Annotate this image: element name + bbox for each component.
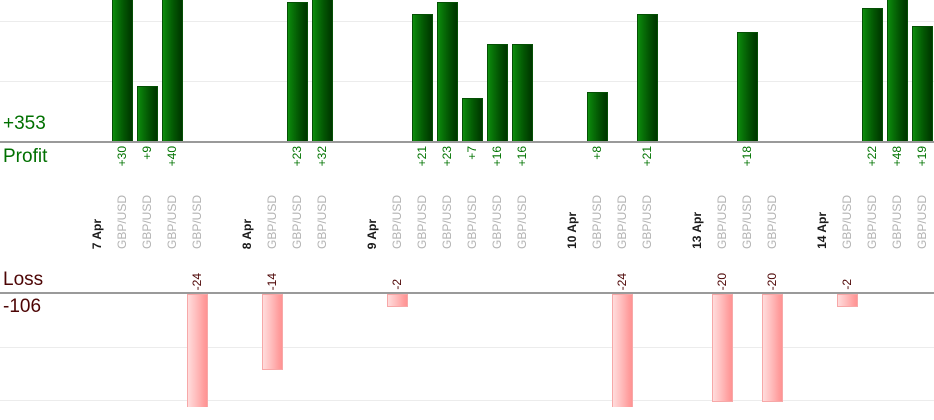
date-label: 7 Apr: [90, 218, 104, 249]
date-label: 10 Apr: [565, 212, 579, 249]
loss-value-label: -2: [840, 279, 854, 290]
profit-value-label: +23: [290, 146, 304, 167]
profit-bar: [862, 8, 883, 142]
loss-value-label: -24: [615, 272, 629, 290]
symbol-label: GBP/USD: [515, 194, 529, 249]
loss-value-label: -20: [765, 272, 779, 290]
profit-bar: [487, 44, 508, 142]
profit-bar: [637, 14, 658, 142]
profit-bar: [137, 86, 158, 142]
symbol-label: GBP/USD: [190, 194, 204, 249]
profit-total-label: +353: [3, 113, 46, 134]
symbol-label: GBP/USD: [490, 194, 504, 249]
loss-value-label: -20: [715, 272, 729, 290]
profit-bar: [162, 0, 183, 142]
symbol-label: GBP/USD: [615, 194, 629, 249]
symbol-label: GBP/USD: [915, 194, 929, 249]
symbol-label: GBP/USD: [290, 194, 304, 249]
symbol-label: GBP/USD: [415, 194, 429, 249]
profit-bar: [412, 14, 433, 142]
gridline: [0, 21, 934, 22]
loss-bar: [712, 294, 733, 402]
loss-plot-area: [0, 294, 934, 407]
symbol-label: GBP/USD: [440, 194, 454, 249]
loss-bar: [187, 294, 208, 407]
profit-bar: [737, 32, 758, 142]
profit-bar: [287, 2, 308, 142]
symbol-label: GBP/USD: [165, 194, 179, 249]
loss-bar: [762, 294, 783, 402]
profit-value-label: +7: [465, 146, 479, 160]
profit-caption: Profit: [3, 146, 48, 167]
profit-value-label: +21: [640, 146, 654, 167]
loss-value-label: -2: [390, 279, 404, 290]
profit-value-label: +30: [115, 146, 129, 167]
symbol-label: GBP/USD: [840, 194, 854, 249]
symbol-label: GBP/USD: [865, 194, 879, 249]
profit-value-label: +9: [140, 146, 154, 160]
profit-value-label: +21: [415, 146, 429, 167]
symbol-label: GBP/USD: [140, 194, 154, 249]
profit-value-label: +40: [165, 146, 179, 167]
loss-baseline: [0, 292, 934, 294]
profit-bar: [512, 44, 533, 142]
date-label: 13 Apr: [690, 212, 704, 249]
profit-bar: [912, 26, 933, 142]
symbol-label: GBP/USD: [765, 194, 779, 249]
date-label: 8 Apr: [240, 218, 254, 249]
profit-value-label: +22: [865, 146, 879, 167]
symbol-label: GBP/USD: [890, 194, 904, 249]
symbol-label: GBP/USD: [715, 194, 729, 249]
loss-bar: [387, 294, 408, 307]
profit-bar: [437, 2, 458, 142]
profit-value-label: +32: [315, 146, 329, 167]
profit-value-label: +23: [440, 146, 454, 167]
gridline: [0, 400, 934, 401]
symbol-label: GBP/USD: [590, 194, 604, 249]
profit-value-label: +48: [890, 146, 904, 167]
profit-bar: [462, 98, 483, 142]
profit-bar: [112, 0, 133, 142]
loss-caption: Loss: [3, 269, 44, 290]
profit-baseline: [0, 141, 934, 143]
profit-bar: [887, 0, 908, 142]
date-label: 9 Apr: [365, 218, 379, 249]
gridline: [0, 81, 934, 82]
profit-plot-area: [0, 0, 934, 142]
symbol-label: GBP/USD: [315, 194, 329, 249]
loss-value-label: -24: [190, 272, 204, 290]
symbol-label: GBP/USD: [740, 194, 754, 249]
profit-bar: [587, 92, 608, 142]
symbol-label: GBP/USD: [115, 194, 129, 249]
profit-bar: [312, 0, 333, 142]
profit-value-label: +16: [515, 146, 529, 167]
symbol-label: GBP/USD: [640, 194, 654, 249]
gridline: [0, 347, 934, 348]
loss-total-label: -106: [3, 296, 42, 317]
symbol-label: GBP/USD: [265, 194, 279, 249]
profit-value-label: +18: [740, 146, 754, 167]
loss-bar: [612, 294, 633, 407]
symbol-label: GBP/USD: [390, 194, 404, 249]
loss-bar: [837, 294, 858, 307]
profit-value-label: +16: [490, 146, 504, 167]
symbol-label: GBP/USD: [465, 194, 479, 249]
profit-value-label: +8: [590, 146, 604, 160]
loss-value-label: -14: [265, 272, 279, 290]
loss-bar: [262, 294, 283, 371]
date-label: 14 Apr: [815, 212, 829, 249]
profit-value-label: +19: [915, 146, 929, 167]
